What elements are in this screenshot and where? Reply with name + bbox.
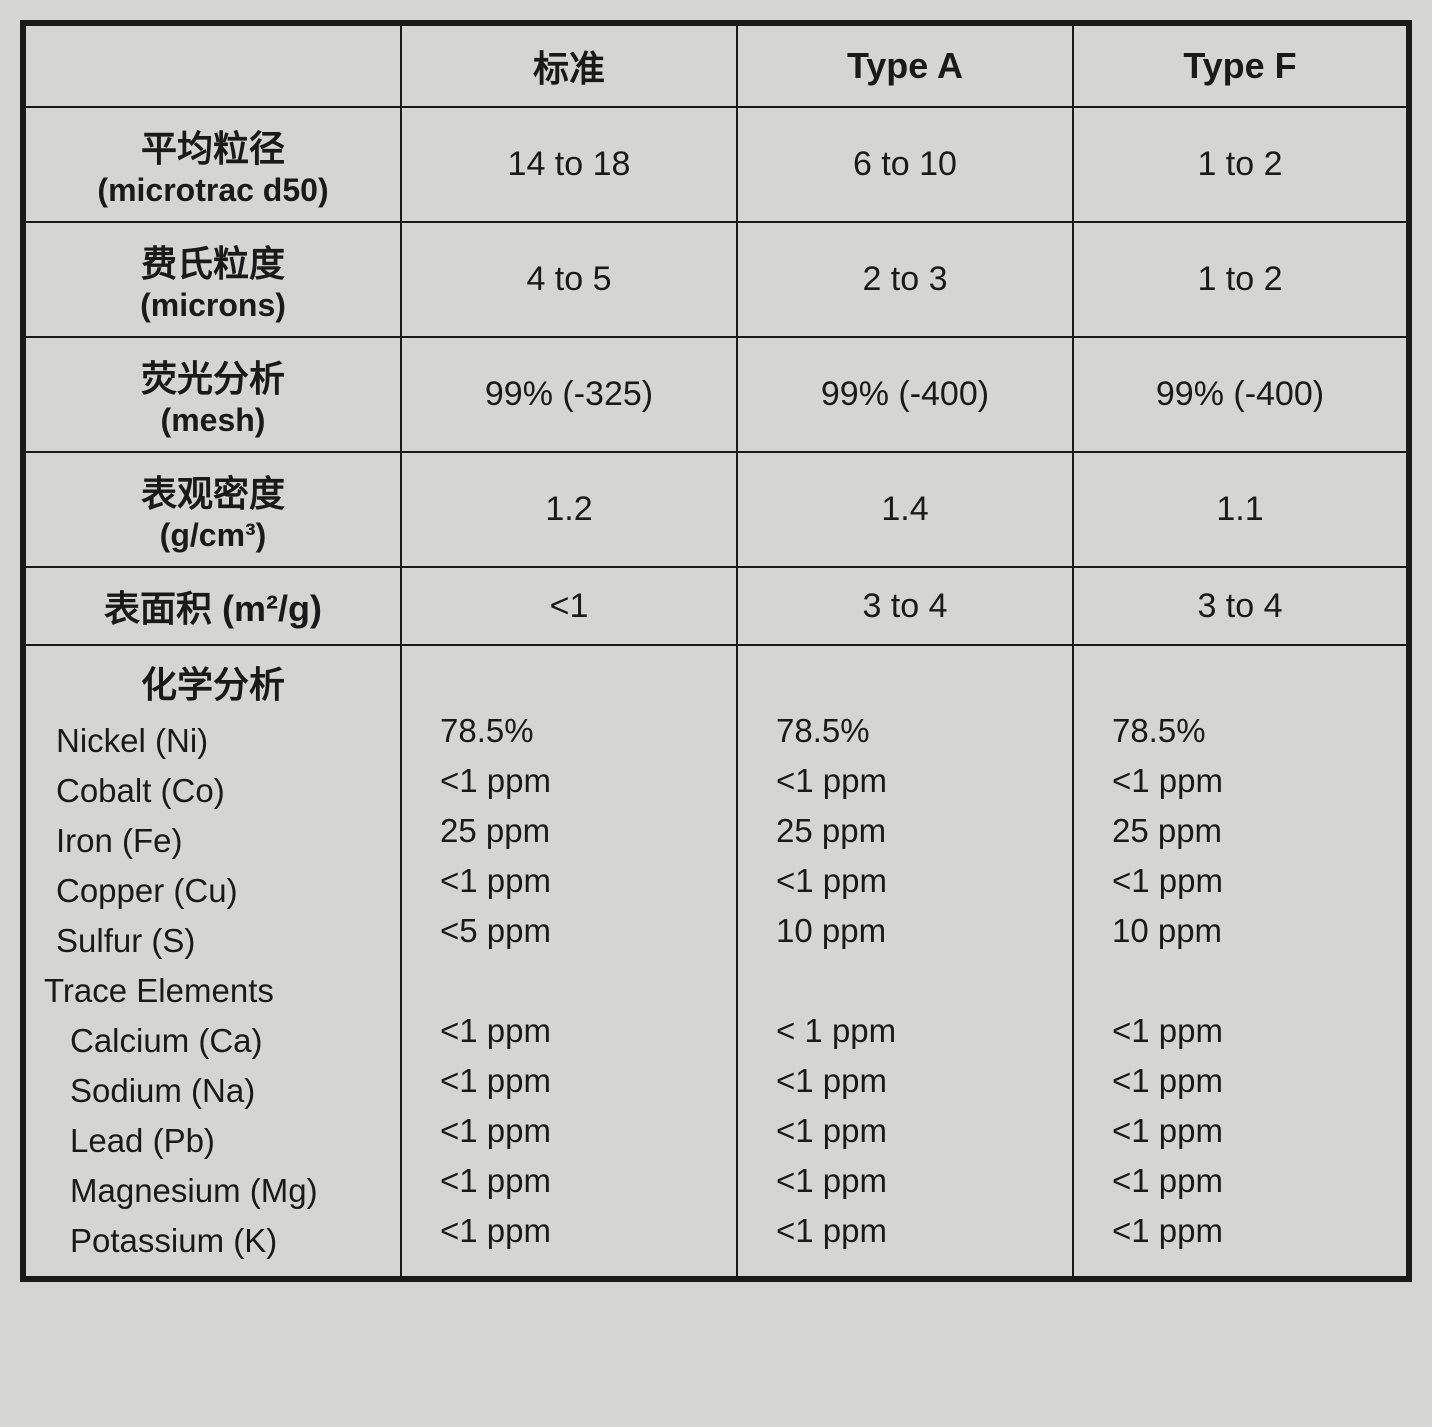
val-sodium: <1 ppm <box>420 1056 718 1106</box>
row-density: 表观密度 (g/cm³) 1.2 1.4 1.1 <box>23 452 1409 567</box>
label-mesh: 荧光分析 (mesh) <box>23 337 401 452</box>
specification-table: 标准 Type A Type F 平均粒径 (microtrac d50) 14… <box>20 20 1412 1282</box>
val-iron: 25 ppm <box>420 806 718 856</box>
chemistry-values-type-a: 78.5% <1 ppm 25 ppm <1 ppm 10 ppm < 1 pp… <box>737 645 1073 1279</box>
chemistry-values-type-f: 78.5% <1 ppm 25 ppm <1 ppm 10 ppm <1 ppm… <box>1073 645 1409 1279</box>
chem-cobalt: Cobalt (Co) <box>44 766 382 816</box>
chem-potassium: Potassium (K) <box>44 1216 382 1266</box>
val-magnesium: <1 ppm <box>1092 1156 1388 1206</box>
label-cn: 表面积 (m²/g) <box>104 588 322 629</box>
chem-calcium: Calcium (Ca) <box>44 1016 382 1066</box>
val-lead: <1 ppm <box>1092 1106 1388 1156</box>
val-copper: <1 ppm <box>1092 856 1388 906</box>
val-standard: 14 to 18 <box>401 107 737 222</box>
val-sodium: <1 ppm <box>756 1056 1054 1106</box>
val-iron: 25 ppm <box>1092 806 1388 856</box>
chemistry-title: 化学分析 <box>44 656 382 708</box>
row-surface-area: 表面积 (m²/g) <1 3 to 4 3 to 4 <box>23 567 1409 645</box>
val-cobalt: <1 ppm <box>1092 756 1388 806</box>
row-chemistry: 化学分析 Nickel (Ni) Cobalt (Co) Iron (Fe) C… <box>23 645 1409 1279</box>
row-particle-size: 平均粒径 (microtrac d50) 14 to 18 6 to 10 1 … <box>23 107 1409 222</box>
trace-title: Trace Elements <box>44 966 382 1016</box>
val-standard: 4 to 5 <box>401 222 737 337</box>
spacer <box>1092 956 1388 1006</box>
val-type-f: 1.1 <box>1073 452 1409 567</box>
val-standard: <1 <box>401 567 737 645</box>
chem-lead: Lead (Pb) <box>44 1116 382 1166</box>
row-fisher: 费氏粒度 (microns) 4 to 5 2 to 3 1 to 2 <box>23 222 1409 337</box>
chem-nickel: Nickel (Ni) <box>44 716 382 766</box>
val-calcium: < 1 ppm <box>756 1006 1054 1056</box>
row-mesh: 荧光分析 (mesh) 99% (-325) 99% (-400) 99% (-… <box>23 337 1409 452</box>
val-iron: 25 ppm <box>756 806 1054 856</box>
chem-sodium: Sodium (Na) <box>44 1066 382 1116</box>
val-magnesium: <1 ppm <box>756 1156 1054 1206</box>
val-sodium: <1 ppm <box>1092 1056 1388 1106</box>
val-calcium: <1 ppm <box>420 1006 718 1056</box>
chemistry-values-standard: 78.5% <1 ppm 25 ppm <1 ppm <5 ppm <1 ppm… <box>401 645 737 1279</box>
val-sulfur: 10 ppm <box>1092 906 1388 956</box>
val-copper: <1 ppm <box>756 856 1054 906</box>
val-potassium: <1 ppm <box>1092 1206 1388 1256</box>
val-type-a: 99% (-400) <box>737 337 1073 452</box>
header-type-f: Type F <box>1073 23 1409 107</box>
val-magnesium: <1 ppm <box>420 1156 718 1206</box>
val-nickel: 78.5% <box>1092 706 1388 756</box>
header-blank <box>23 23 401 107</box>
label-sub: (microns) <box>40 287 386 324</box>
val-type-a: 3 to 4 <box>737 567 1073 645</box>
label-sub: (mesh) <box>40 402 386 439</box>
header-type-a: Type A <box>737 23 1073 107</box>
label-sub: (g/cm³) <box>40 517 386 554</box>
val-potassium: <1 ppm <box>420 1206 718 1256</box>
label-sub: (microtrac d50) <box>40 172 386 209</box>
val-type-f: 1 to 2 <box>1073 107 1409 222</box>
spacer <box>756 956 1054 1006</box>
spacer <box>420 656 718 706</box>
val-type-a: 1.4 <box>737 452 1073 567</box>
val-type-a: 6 to 10 <box>737 107 1073 222</box>
val-cobalt: <1 ppm <box>420 756 718 806</box>
val-copper: <1 ppm <box>420 856 718 906</box>
val-standard: 1.2 <box>401 452 737 567</box>
chemistry-labels: 化学分析 Nickel (Ni) Cobalt (Co) Iron (Fe) C… <box>23 645 401 1279</box>
val-potassium: <1 ppm <box>756 1206 1054 1256</box>
val-type-a: 2 to 3 <box>737 222 1073 337</box>
val-lead: <1 ppm <box>420 1106 718 1156</box>
label-cn: 平均粒径 <box>40 120 386 172</box>
label-fisher: 费氏粒度 (microns) <box>23 222 401 337</box>
label-cn: 荧光分析 <box>40 350 386 402</box>
label-surface-area: 表面积 (m²/g) <box>23 567 401 645</box>
chem-iron: Iron (Fe) <box>44 816 382 866</box>
label-cn: 表观密度 <box>40 465 386 517</box>
chem-magnesium: Magnesium (Mg) <box>44 1166 382 1216</box>
val-type-f: 1 to 2 <box>1073 222 1409 337</box>
val-nickel: 78.5% <box>756 706 1054 756</box>
label-cn: 费氏粒度 <box>40 235 386 287</box>
val-sulfur: <5 ppm <box>420 906 718 956</box>
spacer <box>756 656 1054 706</box>
val-standard: 99% (-325) <box>401 337 737 452</box>
header-row: 标准 Type A Type F <box>23 23 1409 107</box>
label-density: 表观密度 (g/cm³) <box>23 452 401 567</box>
val-sulfur: 10 ppm <box>756 906 1054 956</box>
header-standard: 标准 <box>401 23 737 107</box>
val-type-f: 3 to 4 <box>1073 567 1409 645</box>
chem-sulfur: Sulfur (S) <box>44 916 382 966</box>
val-type-f: 99% (-400) <box>1073 337 1409 452</box>
label-particle-size: 平均粒径 (microtrac d50) <box>23 107 401 222</box>
val-nickel: 78.5% <box>420 706 718 756</box>
val-cobalt: <1 ppm <box>756 756 1054 806</box>
chem-copper: Copper (Cu) <box>44 866 382 916</box>
spacer <box>420 956 718 1006</box>
spacer <box>1092 656 1388 706</box>
val-lead: <1 ppm <box>756 1106 1054 1156</box>
val-calcium: <1 ppm <box>1092 1006 1388 1056</box>
